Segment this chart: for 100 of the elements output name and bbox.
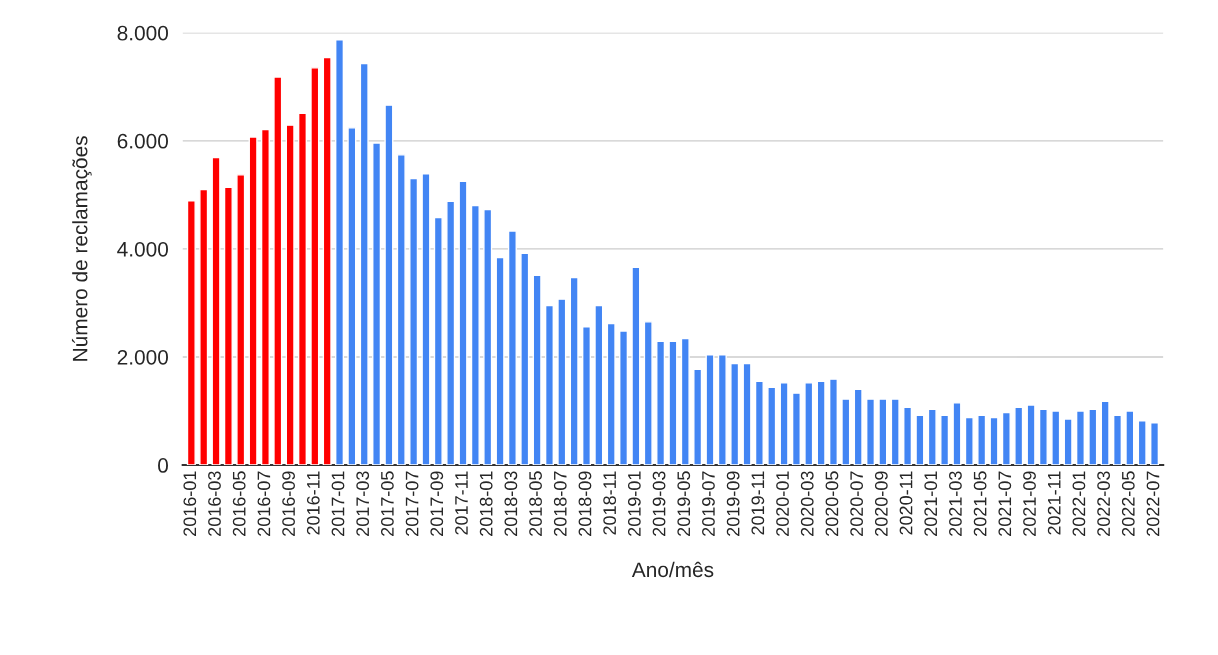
bar [532,274,542,466]
bar [1051,410,1061,466]
bar [754,380,764,466]
bar [199,188,209,466]
bar [359,62,369,466]
y-tick-label: 8.000 [117,25,168,41]
bar [1001,411,1011,466]
bar [569,276,579,466]
x-tick-label: 2016-01 [183,471,197,536]
bar [495,256,505,466]
x-tick-label: 2022-05 [1121,471,1135,536]
bar [1038,408,1048,466]
bar [767,386,777,466]
x-tick-label: 2017-05 [380,471,394,536]
x-tick-label: 2021-11 [1047,471,1061,535]
bar [890,398,900,466]
bar [1112,414,1123,466]
bar [866,398,876,466]
bar [606,322,616,466]
bar [977,414,987,466]
bar [952,402,962,466]
bar [594,304,604,466]
x-tick-label: 2017-11 [455,471,468,535]
bar [619,330,629,466]
bar [779,382,789,466]
x-axis-title: Ano/mês [631,561,714,578]
bar [828,378,839,466]
bar [915,414,925,466]
bar [693,368,703,466]
bar [446,200,456,466]
bar [581,326,592,466]
bar [1014,406,1024,466]
x-tick-label: 2017-09 [430,471,444,536]
bar [458,180,468,466]
x-tick-label: 2019-03 [652,471,666,536]
y-tick-label: 0 [158,458,168,473]
bar [310,67,320,466]
x-tick-label: 2022-01 [1072,471,1086,536]
y-tick-label: 2.000 [117,349,168,365]
x-tick-label: 2021-05 [973,471,987,536]
bar [520,252,530,466]
bar [248,136,258,466]
bar [791,392,801,466]
bar [260,128,270,466]
bar [470,204,480,466]
bar [236,174,246,466]
bar [557,298,567,466]
x-tick-label: 2018-05 [529,471,542,536]
bar [730,362,740,466]
bar [878,398,888,466]
x-tick-label: 2017-03 [356,471,370,536]
bar [223,186,233,466]
bar [631,266,641,466]
bar [989,416,999,466]
bar [816,380,826,466]
x-tick-label: 2020-03 [800,471,814,536]
bar [841,398,851,466]
x-tick-label: 2016-11 [306,471,320,535]
bar [1063,418,1073,466]
y-tick-label: 4.000 [117,241,168,257]
bar [717,354,727,466]
bar [396,154,406,466]
x-tick-label: 2019-01 [627,471,641,536]
bar [335,39,345,466]
bar [903,406,913,466]
x-tick-label: 2021-03 [949,471,962,536]
bar [322,56,332,466]
x-tick-label: 2020-07 [850,471,864,536]
bar [1125,410,1135,466]
bar [507,230,517,466]
x-tick-label: 2020-09 [874,471,888,536]
bar [964,416,974,466]
y-axis-title: Número de reclamações [71,136,92,361]
bar [1088,408,1098,466]
bar [409,177,419,466]
bar [1075,410,1085,466]
bar [705,354,715,466]
x-tick-label: 2016-05 [232,471,246,536]
x-tick-label: 2021-09 [1023,471,1036,536]
x-tick-label: 2016-03 [208,471,221,536]
x-tick-label: 2018-11 [603,471,617,535]
x-tick-label: 2020-11 [899,471,913,535]
bar [742,362,752,466]
x-tick-label: 2016-09 [282,471,295,536]
bar [680,337,690,466]
x-tick-label: 2019-07 [702,471,715,536]
x-tick-label: 2022-07 [1146,471,1160,536]
x-tick-label: 2018-01 [479,471,493,536]
bar [656,340,666,466]
x-tick-label: 2019-11 [751,471,765,535]
bar [1100,400,1110,466]
bar [285,124,295,466]
bar [297,112,308,466]
y-tick-label: 6.000 [117,133,168,149]
bar [186,200,196,466]
x-tick-label: 2018-07 [553,471,567,536]
x-tick-label: 2018-09 [578,471,592,536]
bar [372,142,382,466]
bar [643,321,653,466]
bar [211,156,221,466]
